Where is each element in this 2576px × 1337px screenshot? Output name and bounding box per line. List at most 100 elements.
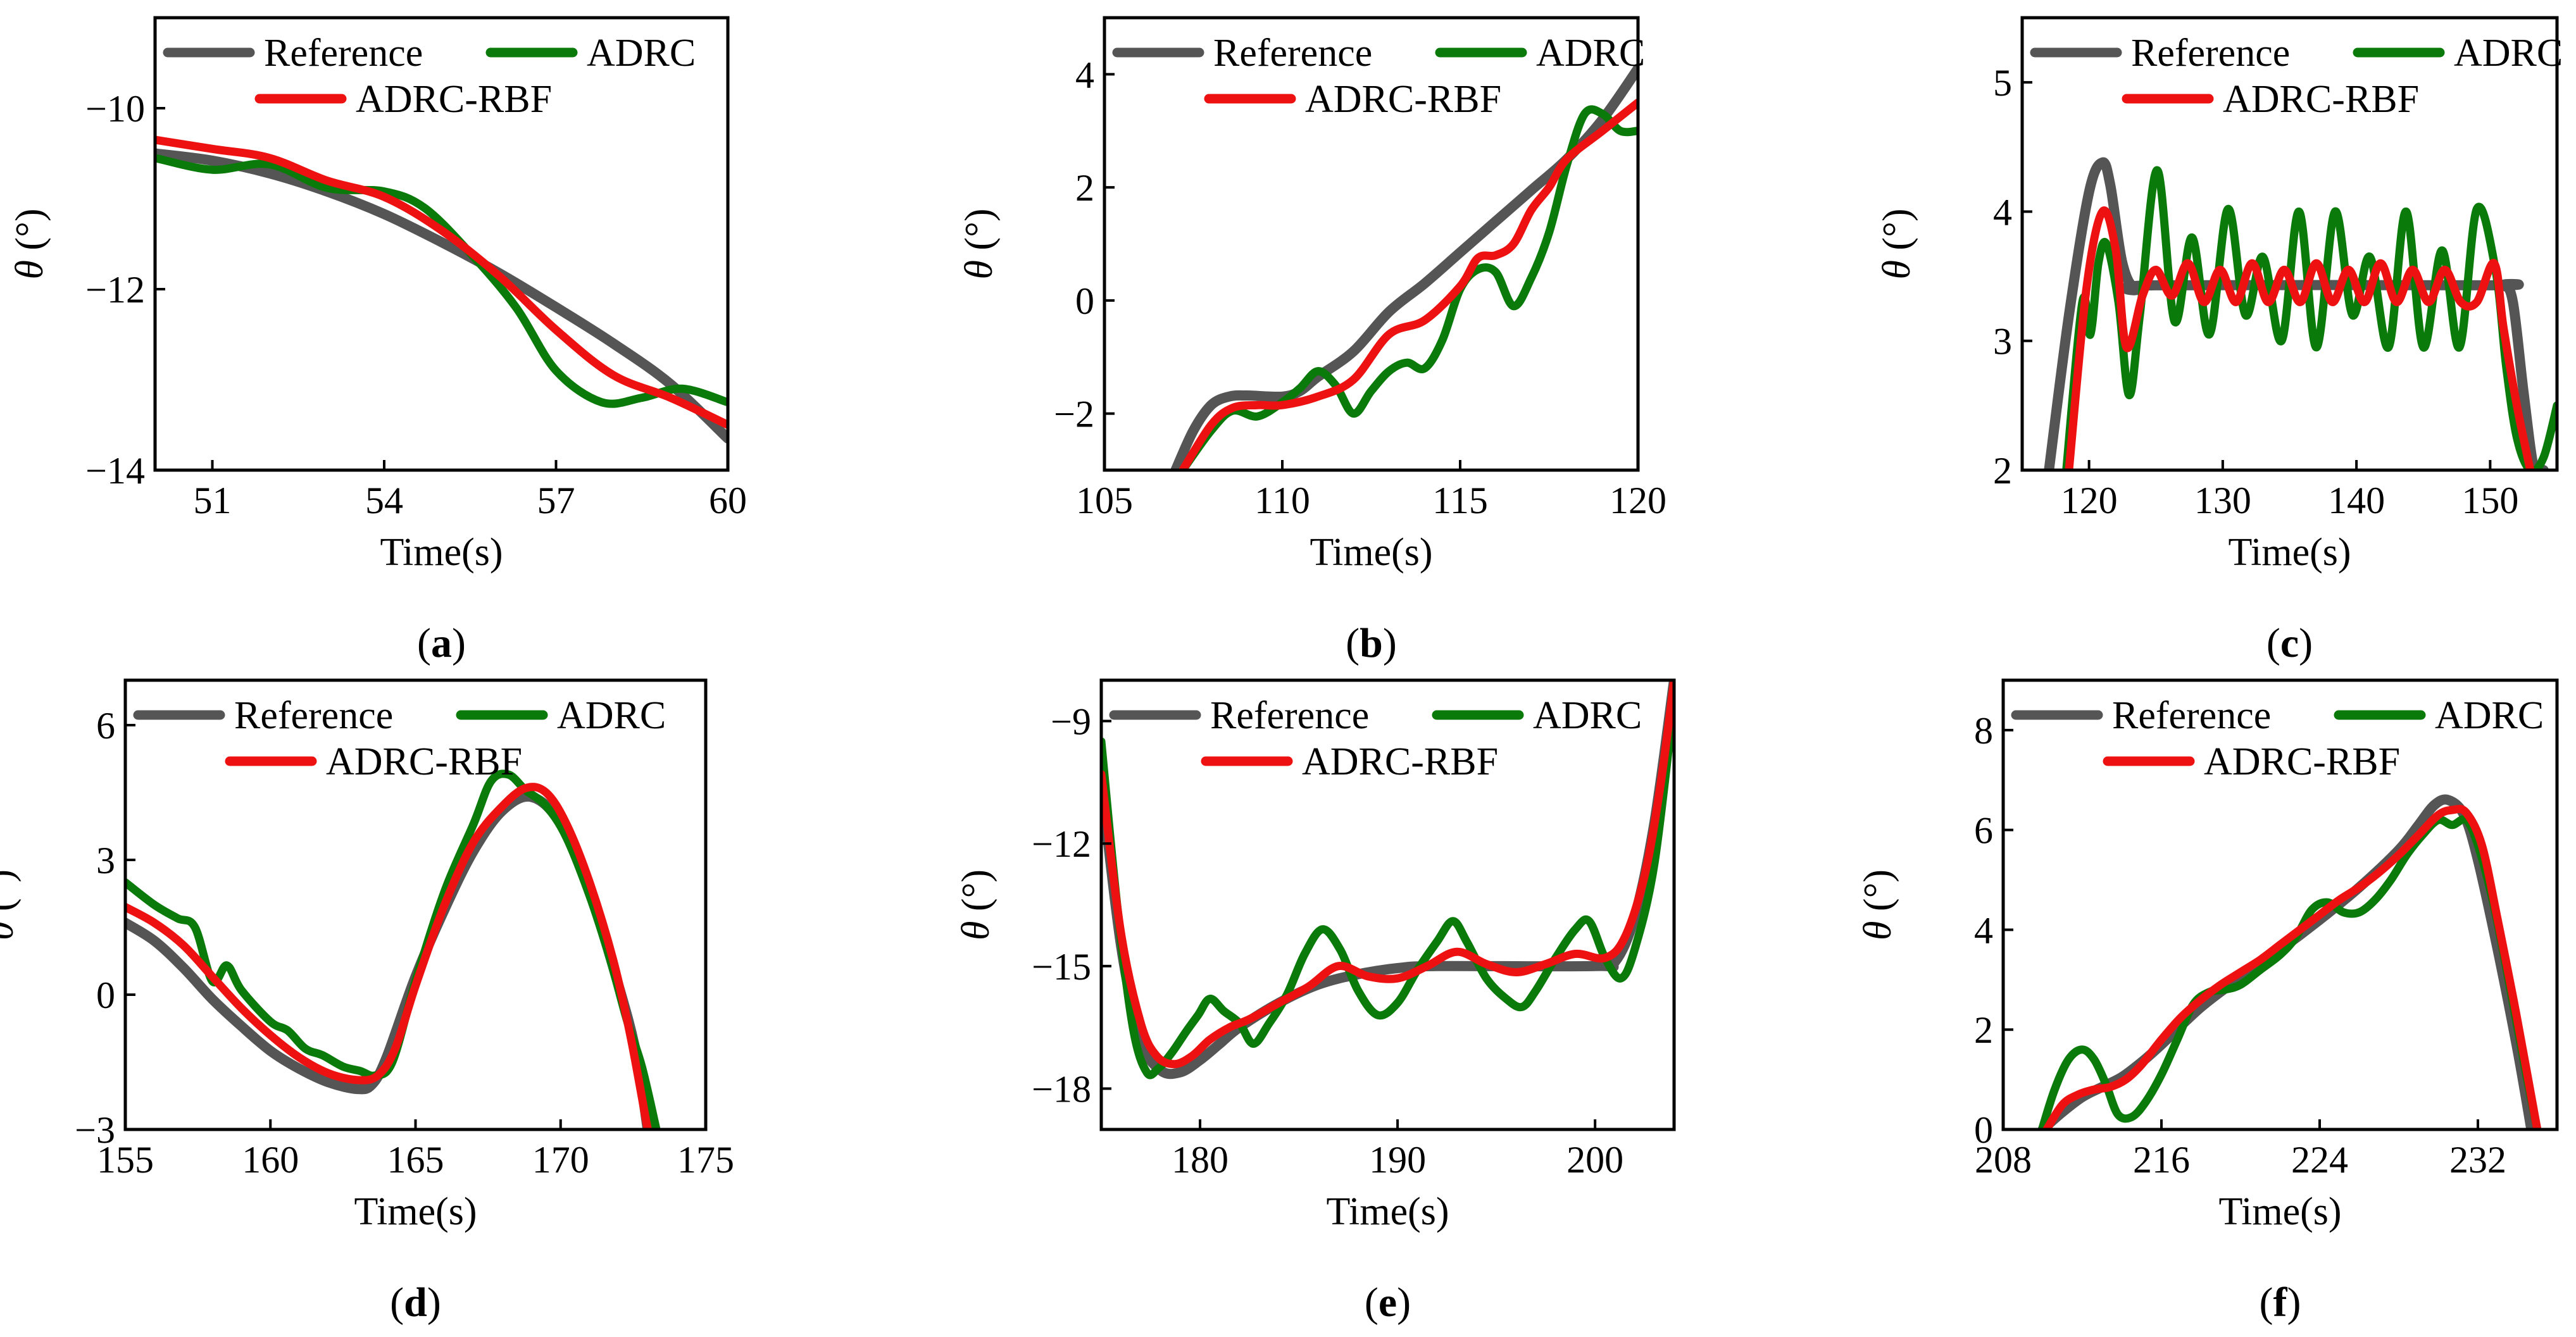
panel-e-ylabel: θ (°) (954, 869, 997, 940)
panel-c-xtick-label: 150 (2461, 480, 2518, 521)
panel-f-legend-label-adrc-rbf: ADRC-RBF (2204, 740, 2400, 783)
panel-c-line-adrc (2062, 166, 2557, 470)
panel-b-series (1170, 63, 1638, 470)
panel-f-label: (f) (2260, 1279, 2301, 1326)
panel-b-ytick-label: 2 (1075, 167, 1094, 209)
panel-d-xtick-label: 160 (242, 1139, 299, 1181)
panel-f-ylabel: θ (°) (1856, 869, 1899, 940)
panel-c-legend-label-adrc: ADRC (2454, 32, 2563, 75)
panel-b-ytick-label: 0 (1075, 280, 1094, 322)
panel-a-ytick-label: −14 (85, 450, 145, 492)
panel-a-xtick-label: 60 (709, 480, 747, 521)
panel-d-xtick-label: 165 (387, 1139, 444, 1181)
panel-f-ytick-label: 2 (1974, 1009, 1993, 1051)
panel-e-line-adrc (1101, 696, 1674, 1079)
panel-d-legend: Reference ADRC ADRC-RBF (133, 694, 666, 783)
panel-a-label: (a) (417, 620, 466, 666)
panel-c-ytick-label: 3 (1993, 321, 2012, 363)
panel-d-xtick-label: 155 (97, 1139, 154, 1181)
panel-f-legend-label-reference: Reference (2112, 694, 2271, 737)
panel-e: 180 190 200 −18 −15 −12 −9 Time(s) θ (°) Referenc… (954, 678, 1676, 1326)
panel-d-legend-label-adrc: ADRC (557, 694, 666, 737)
panel-c-series (2044, 157, 2557, 470)
panel-d-line-adrc (125, 769, 661, 1129)
panel-f-line-adrc-rbf (2042, 804, 2542, 1129)
panel-d-ytick-label: 0 (96, 974, 115, 1016)
panel-c-label: (c) (2267, 620, 2313, 666)
panel-c-legend-label-adrc-rbf: ADRC-RBF (2223, 78, 2419, 121)
panel-c-xtick-label: 140 (2328, 480, 2385, 521)
panel-c-xtick-label: 130 (2194, 480, 2251, 521)
panel-f-xtick-label: 216 (2133, 1139, 2190, 1181)
panel-d-ylabel: θ (°) (0, 869, 22, 940)
panel-a-legend-label-adrc-rbf: ADRC-RBF (356, 78, 552, 121)
panel-d-series (125, 769, 661, 1129)
panel-f-axes-frame (2001, 678, 2559, 1131)
panel-a-line-reference (155, 148, 728, 444)
panel-a-xlabel: Time(s) (380, 531, 503, 574)
panel-b-xtick-label: 115 (1432, 480, 1488, 521)
panel-a-legend-label-adrc: ADRC (587, 32, 696, 75)
panel-b-line-reference (1170, 63, 1638, 470)
panel-b-xlabel: Time(s) (1310, 531, 1432, 574)
panel-a-xtick-label: 51 (194, 480, 232, 521)
panel-f-line-reference (2037, 794, 2537, 1129)
panel-f-ytick-label: 6 (1974, 810, 1993, 852)
panel-a-legend-label-reference: Reference (264, 32, 423, 75)
panel-c-legend-label-reference: Reference (2131, 32, 2290, 75)
panel-e-xtick-label: 190 (1369, 1139, 1426, 1181)
panel-a-ylabel: θ (°) (8, 208, 51, 279)
panel-f-ytick-label: 4 (1974, 909, 1993, 951)
panel-d-ytick-label: 3 (96, 840, 115, 881)
panel-b-legend-label-reference: Reference (1213, 32, 1372, 75)
panel-e-xtick-label: 200 (1566, 1139, 1623, 1181)
panel-f-legend-label-adrc: ADRC (2435, 694, 2544, 737)
panel-b-ytick-label: 4 (1075, 54, 1094, 96)
panel-a-axes-frame (153, 16, 730, 472)
panel-d-ytick-label: 6 (96, 705, 115, 747)
panel-b-line-adrc-rbf (1179, 98, 1638, 470)
panel-e-ytick-label: −15 (1032, 946, 1091, 988)
panel-b-xtick-label: 105 (1076, 480, 1133, 521)
panel-b-ytick-label: −2 (1054, 394, 1094, 435)
panel-e-axes-frame (1099, 678, 1676, 1131)
panel-d-xlabel: Time(s) (354, 1190, 477, 1233)
panel-e-line-adrc-rbf (1101, 680, 1674, 1069)
panel-f-series (2037, 794, 2542, 1129)
panel-d-line-adrc-rbf (125, 783, 652, 1129)
panel-f-xtick-label: 224 (2291, 1139, 2348, 1181)
panel-d-xtick-label: 170 (532, 1139, 589, 1181)
panel-f-ytick-label: 8 (1974, 710, 1993, 752)
panel-e-legend: Reference ADRC ADRC-RBF (1109, 694, 1642, 783)
panel-c-xtick-label: 120 (2061, 480, 2118, 521)
panel-d-xtick-label: 175 (677, 1139, 734, 1181)
panel-f-xtick-label: 232 (2449, 1139, 2506, 1181)
panel-d: 155 160 165 170 175 −3 0 3 6 Time(s) θ (°) Referenc… (0, 678, 734, 1326)
panel-e-legend-label-reference: Reference (1210, 694, 1369, 737)
panel-c-axes-frame (2020, 16, 2559, 472)
panel-e-label: (e) (1365, 1279, 1411, 1326)
panel-b-legend: Reference ADRC ADRC-RBF (1112, 32, 1645, 121)
panel-e-ytick-label: −18 (1032, 1068, 1091, 1110)
panel-a-series (155, 135, 728, 444)
panel-a-xtick-label: 54 (365, 480, 403, 521)
panel-f-xtick-label: 208 (1975, 1139, 2032, 1181)
panel-c-xlabel: Time(s) (2228, 531, 2351, 574)
panel-a-legend: Reference ADRC ADRC-RBF (163, 32, 696, 121)
panel-b-xtick-label: 110 (1254, 480, 1310, 521)
panel-b-xtick-label: 120 (1610, 480, 1666, 521)
panel-f-xlabel: Time(s) (2218, 1190, 2341, 1233)
panel-e-ytick-label: −9 (1051, 701, 1091, 743)
panel-c-ytick-label: 2 (1993, 450, 2012, 492)
panel-b-label: (b) (1346, 620, 1397, 666)
panel-c-legend: Reference ADRC ADRC-RBF (2030, 32, 2563, 121)
panel-e-xtick-label: 180 (1172, 1139, 1229, 1181)
panel-b-legend-label-adrc-rbf: ADRC-RBF (1305, 78, 1501, 121)
panel-d-legend-label-adrc-rbf: ADRC-RBF (326, 740, 522, 783)
panel-b-axes-frame (1103, 16, 1640, 472)
panel-e-xlabel: Time(s) (1326, 1190, 1449, 1233)
panel-a-xtick-label: 57 (537, 480, 575, 521)
